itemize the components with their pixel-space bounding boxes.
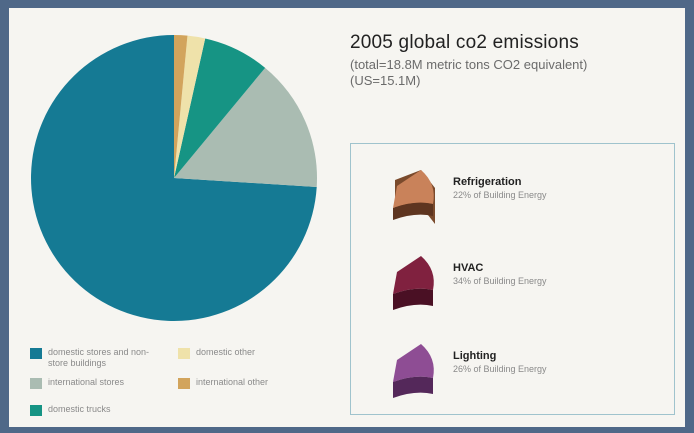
energy-desc: 34% of Building Energy [453, 276, 547, 286]
slice-domestic-stores [31, 35, 317, 322]
legend-item-international-other: international other [178, 377, 316, 389]
legend-item-domestic-stores: domestic stores and non-store buildings [30, 347, 168, 369]
legend-swatch [178, 348, 190, 359]
chart-title: 2005 global co2 emissions [350, 32, 579, 53]
energy-name: Lighting [453, 350, 497, 362]
energy-desc: 22% of Building Energy [453, 190, 547, 200]
energy-text: Refrigeration 22% of Building Energy [453, 176, 547, 200]
pie-chart [31, 34, 318, 322]
legend-swatch [30, 405, 42, 416]
legend-item-international-stores: international stores [30, 377, 168, 389]
legend-label: international other [196, 377, 269, 387]
energy-desc: 26% of Building Energy [453, 364, 547, 374]
legend-label: domestic stores and non-store buildings [48, 347, 150, 368]
legend-label: domestic trucks [48, 404, 111, 414]
energy-text: Lighting 26% of Building Energy [453, 350, 547, 374]
legend-item-domestic-other: domestic other [178, 347, 316, 359]
legend-swatch [30, 348, 42, 359]
legend-swatch [178, 378, 190, 389]
legend-label: domestic other [196, 347, 256, 357]
subtitle-us: (US=15.1M) [350, 73, 421, 88]
slice-international-stores [174, 67, 318, 187]
slice-domestic-trucks [174, 38, 266, 178]
subtitle-total: (total=18.8M metric tons CO2 equivalent) [350, 57, 588, 72]
slice-domestic-other [174, 35, 206, 178]
energy-name: HVAC [453, 262, 484, 274]
building-energy-box: Refrigeration 22% of Building Energy HVA… [350, 143, 675, 415]
energy-text: HVAC 34% of Building Energy [453, 262, 547, 286]
energy-name: Refrigeration [453, 176, 522, 188]
lighting-icon [393, 344, 434, 398]
refrigeration-icon [393, 170, 435, 224]
slice-international-other [174, 34, 188, 178]
legend-label: international stores [48, 377, 125, 387]
hvac-icon [393, 256, 434, 310]
chart-subtitle: (total=18.8M metric tons CO2 equivalent)… [350, 57, 690, 89]
legend-swatch [30, 378, 42, 389]
legend-item-domestic-trucks: domestic trucks [30, 404, 168, 416]
